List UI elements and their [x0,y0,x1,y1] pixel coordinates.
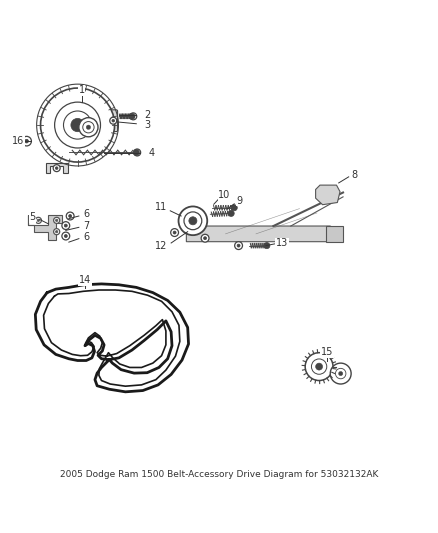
Text: 16: 16 [12,136,24,146]
Circle shape [37,219,39,222]
FancyBboxPatch shape [106,110,117,132]
Circle shape [41,88,115,162]
Polygon shape [46,163,67,173]
Circle shape [35,217,42,223]
Circle shape [330,363,351,384]
Circle shape [133,149,139,156]
Circle shape [62,222,70,230]
Circle shape [62,232,70,240]
Circle shape [55,102,100,148]
Polygon shape [28,215,62,240]
Circle shape [189,217,197,225]
Circle shape [134,149,141,156]
Text: 9: 9 [237,196,243,206]
Circle shape [235,241,243,249]
Circle shape [132,115,134,118]
Circle shape [237,244,240,247]
Text: 10: 10 [218,190,230,200]
Text: 2: 2 [144,110,150,120]
Text: 7: 7 [83,221,89,231]
Text: 15: 15 [321,347,333,357]
Circle shape [71,118,84,132]
Circle shape [204,237,207,240]
Text: 6: 6 [83,209,89,219]
Text: 3: 3 [144,119,150,130]
Circle shape [112,119,115,122]
Circle shape [64,111,92,139]
Circle shape [22,136,32,146]
Text: 1: 1 [79,85,85,95]
Circle shape [336,368,346,379]
Circle shape [228,211,234,216]
Circle shape [136,151,138,154]
Polygon shape [186,226,343,241]
Circle shape [264,243,270,249]
Circle shape [53,217,60,223]
Circle shape [231,205,237,211]
Text: 11: 11 [155,203,168,212]
Circle shape [173,231,176,234]
Text: 5: 5 [30,212,36,222]
Circle shape [129,114,135,119]
Circle shape [53,165,60,172]
Text: 13: 13 [276,238,288,248]
Text: 2005 Dodge Ram 1500 Belt-Accessory Drive Diagram for 53032132AK: 2005 Dodge Ram 1500 Belt-Accessory Drive… [60,470,378,479]
Text: 8: 8 [352,170,358,180]
Circle shape [316,363,322,370]
Circle shape [56,219,58,222]
Circle shape [130,113,137,120]
Polygon shape [316,185,340,205]
Circle shape [64,224,67,227]
Text: 6: 6 [83,232,89,242]
Polygon shape [325,226,343,241]
Circle shape [305,353,333,381]
Circle shape [184,212,202,230]
Circle shape [56,231,58,233]
Text: 12: 12 [155,240,168,251]
Circle shape [201,235,209,242]
Text: 4: 4 [148,148,155,158]
Circle shape [79,118,98,137]
Circle shape [83,122,94,133]
Circle shape [179,206,207,235]
Circle shape [86,125,91,130]
Text: 14: 14 [79,276,91,286]
Circle shape [66,212,74,220]
Circle shape [171,229,179,237]
Circle shape [25,139,28,143]
Circle shape [69,214,72,217]
Circle shape [110,117,117,124]
Circle shape [53,229,60,235]
Circle shape [311,359,327,374]
Circle shape [339,372,343,376]
Circle shape [64,235,67,238]
Circle shape [55,167,58,169]
